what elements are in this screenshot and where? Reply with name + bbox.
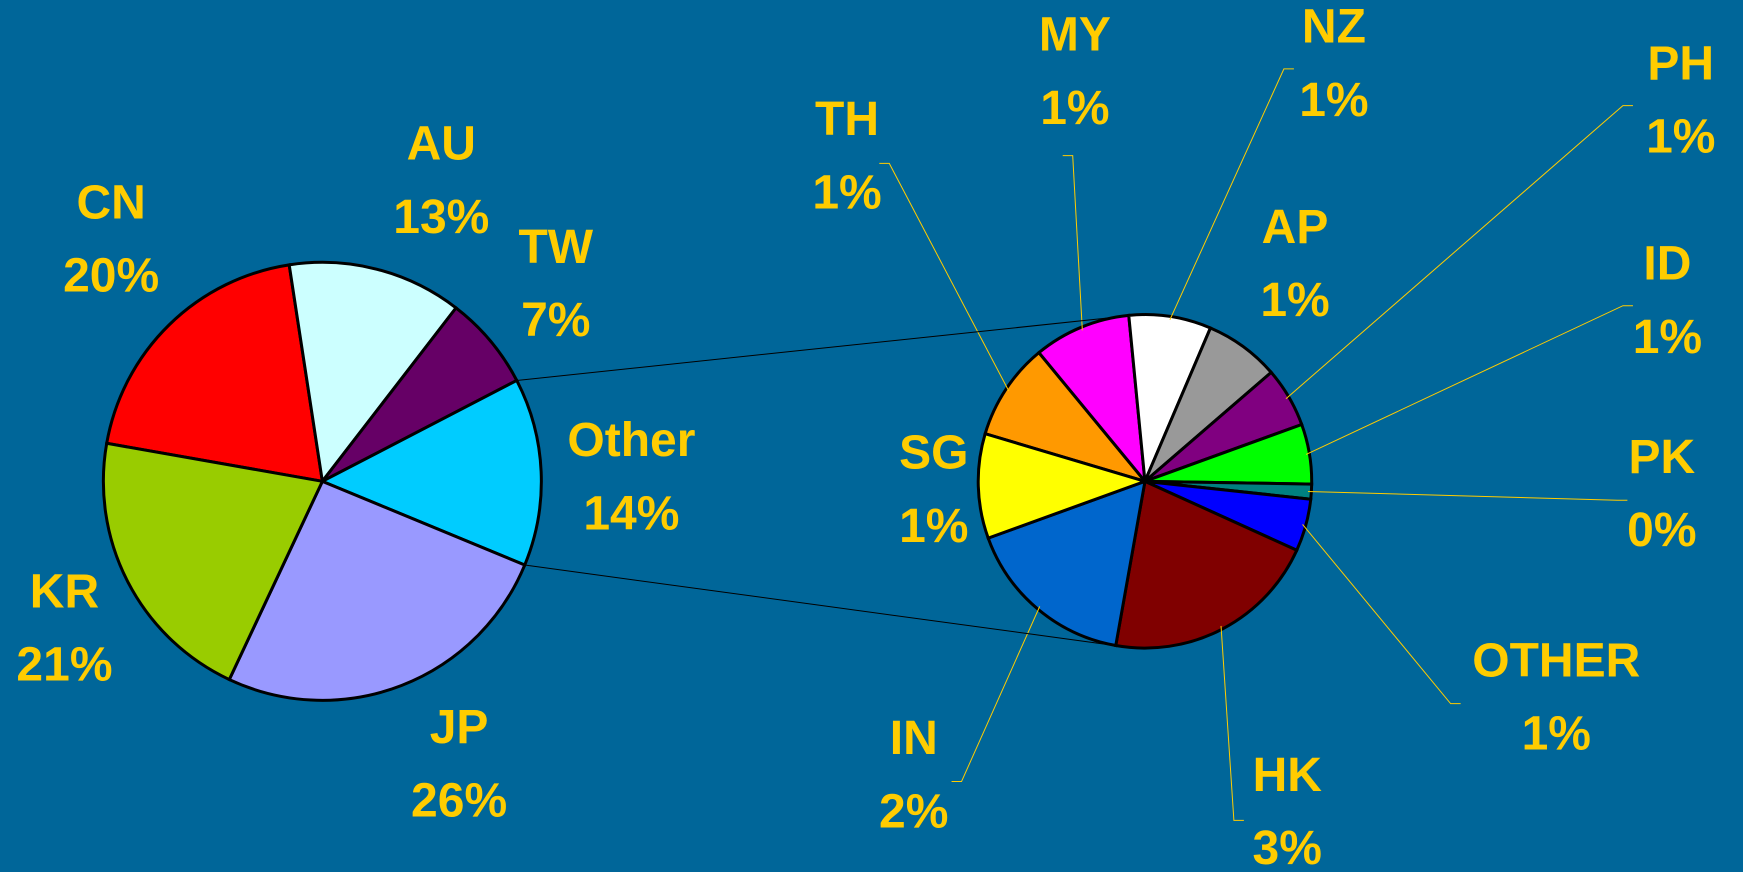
value-label: 2% [879, 785, 948, 838]
value-label: 1% [1040, 82, 1109, 135]
value-label: 20% [63, 250, 159, 303]
pie-slice [227, 479, 527, 702]
category-label: ID [1643, 237, 1691, 290]
pie-slice [983, 350, 1150, 485]
value-label: 1% [1646, 111, 1715, 164]
category-label: NZ [1302, 1, 1366, 54]
leader-line [1169, 68, 1294, 321]
category-label: TH [815, 93, 879, 146]
value-label: 26% [411, 774, 507, 827]
category-label: HK [1253, 749, 1323, 802]
leader-line [1220, 625, 1244, 821]
value-label: 21% [16, 639, 112, 692]
pie-slice [976, 431, 1150, 541]
category-label: KR [30, 565, 99, 618]
value-label: 14% [583, 488, 679, 541]
category-label: AU [407, 117, 476, 170]
category-label: Other [567, 414, 695, 467]
value-label: 0% [1627, 504, 1696, 557]
value-label: 1% [812, 166, 881, 219]
category-label: AP [1262, 201, 1329, 254]
pie-slice [104, 263, 325, 484]
pie-slice [986, 479, 1147, 648]
leader-line [1308, 490, 1628, 501]
category-label: MY [1039, 8, 1111, 61]
value-label: 1% [1260, 274, 1329, 327]
pie-slice [101, 441, 325, 682]
pie-slice [287, 260, 459, 486]
value-label: 7% [521, 294, 590, 347]
value-label: 1% [1633, 311, 1702, 364]
leader-line [1305, 305, 1633, 455]
value-label: 3% [1253, 822, 1322, 872]
leader-line [1285, 105, 1633, 400]
pie-slice [318, 378, 543, 568]
category-label: CN [76, 176, 145, 229]
pie-slice [1114, 479, 1299, 650]
value-label: 1% [899, 500, 968, 553]
category-label: TW [518, 221, 593, 274]
category-label: IN [890, 712, 938, 765]
leader-line [1302, 524, 1461, 705]
value-label: 13% [393, 191, 489, 244]
category-label: PK [1629, 431, 1696, 484]
leader-line [879, 162, 1010, 392]
category-label: JP [430, 701, 489, 754]
category-label: PH [1647, 37, 1714, 90]
pie-slice [1036, 313, 1147, 487]
leader-line [1062, 155, 1083, 331]
leader-line [951, 606, 1041, 782]
category-label: OTHER [1472, 634, 1640, 687]
connector-line [516, 316, 1117, 381]
connector-line [524, 564, 1122, 647]
value-label: 1% [1522, 708, 1591, 761]
category-label: SG [899, 426, 968, 479]
value-label: 1% [1299, 74, 1368, 127]
